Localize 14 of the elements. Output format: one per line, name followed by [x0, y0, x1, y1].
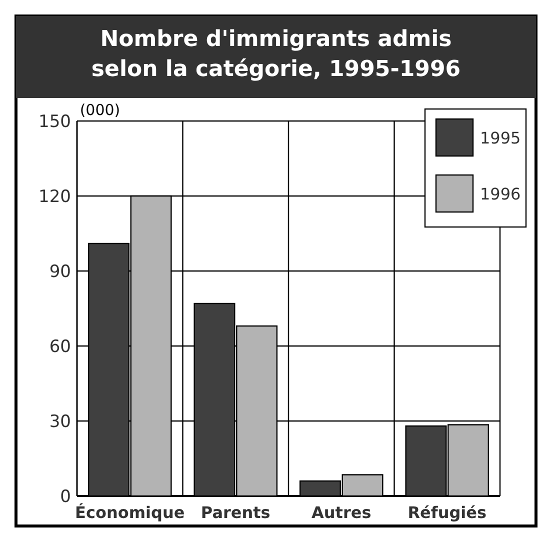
x-tick-label: Autres — [312, 503, 372, 522]
legend-label: 1996 — [480, 184, 521, 204]
chart-title: Nombre d'immigrants admis selon la catégorie, 1995-1996 — [91, 27, 461, 82]
x-tick-label: Économique — [75, 503, 185, 522]
y-tick-label: 60 — [49, 336, 71, 357]
x-tick-label: Parents — [200, 503, 270, 522]
y-tick-label: 30 — [49, 412, 71, 432]
y-tick-label: 0 — [60, 486, 71, 507]
x-tick-label: Réfugiés — [408, 503, 487, 522]
y-axis-title: (000) — [80, 101, 120, 119]
legend-label: 1995 — [480, 128, 521, 148]
y-tick-label: 90 — [49, 262, 71, 282]
y-tick-label: 150 — [38, 112, 71, 132]
y-tick-label: 120 — [38, 186, 71, 207]
